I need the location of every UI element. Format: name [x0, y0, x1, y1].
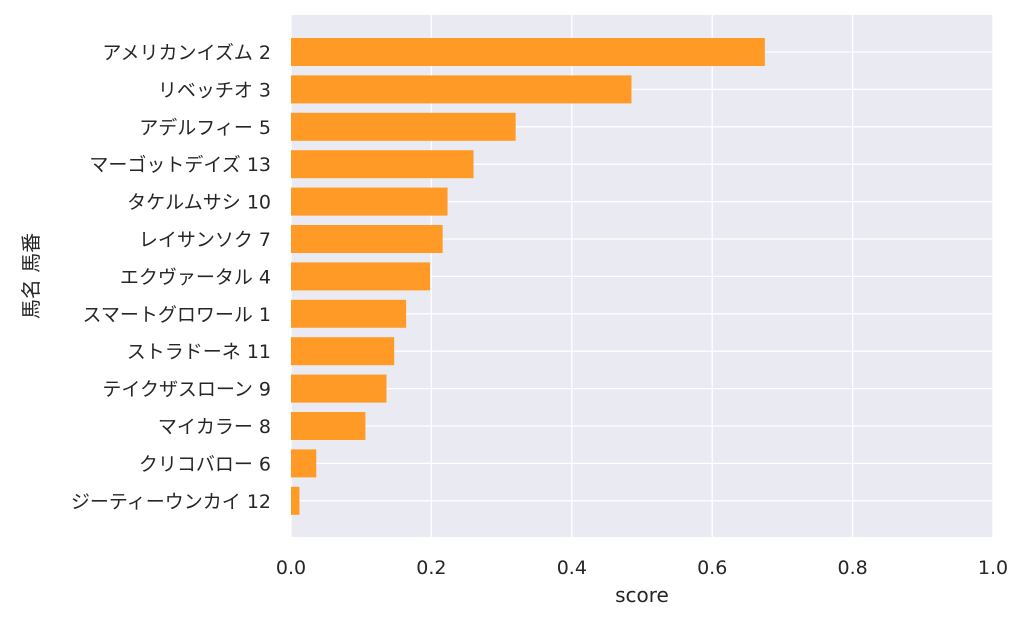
x-tick-label: 0.0: [276, 557, 306, 579]
bar: [291, 262, 430, 291]
bar: [291, 374, 387, 403]
x-tick-label: 1.0: [978, 557, 1008, 579]
bar: [291, 486, 300, 515]
x-tick-label: 0.4: [557, 557, 587, 579]
bar: [291, 112, 516, 141]
x-tick-label: 0.2: [416, 557, 446, 579]
y-axis-label: 馬名 馬番: [19, 233, 43, 319]
y-tick-label: アメリカンイズム 2: [102, 42, 271, 64]
y-tick-label: ストラドーネ 11: [127, 341, 271, 363]
y-tick-label: マイカラー 8: [158, 416, 271, 438]
bar: [291, 75, 632, 104]
x-axis-label: score: [615, 583, 669, 607]
bar: [291, 187, 448, 216]
bar: [291, 225, 443, 253]
y-tick-label: リベッチオ 3: [158, 79, 271, 101]
y-tick-label: クリコバロー 6: [139, 453, 271, 475]
x-tick-label: 0.8: [837, 557, 867, 579]
y-tick-label: タケルムサシ 10: [127, 192, 271, 214]
y-tick-label: レイサンソク 7: [139, 229, 271, 251]
bar: [291, 449, 317, 478]
y-tick-label: ジーティーウンカイ 12: [71, 491, 271, 513]
x-tick-label: 0.6: [697, 557, 727, 579]
y-tick-label: マーゴットデイズ 13: [89, 154, 271, 176]
bar: [291, 412, 366, 440]
x-tick-labels: 0.0 0.2 0.4 0.6 0.8 1.0: [276, 557, 1008, 579]
y-tick-label: スマートグロワール 1: [82, 304, 271, 326]
y-tick-label: エクヴァータル 4: [120, 266, 271, 288]
y-tick-labels: アメリカンイズム 2 リベッチオ 3 アデルフィー 5 マーゴットデイズ 13 タケルム…: [71, 42, 271, 513]
bar: [291, 150, 474, 179]
bar: [291, 299, 407, 328]
y-tick-label: テイクザスローン 9: [102, 379, 271, 401]
bar: [291, 337, 395, 366]
y-tick-label: アデルフィー 5: [139, 117, 271, 139]
bars: [291, 38, 765, 515]
bar: [291, 38, 765, 66]
